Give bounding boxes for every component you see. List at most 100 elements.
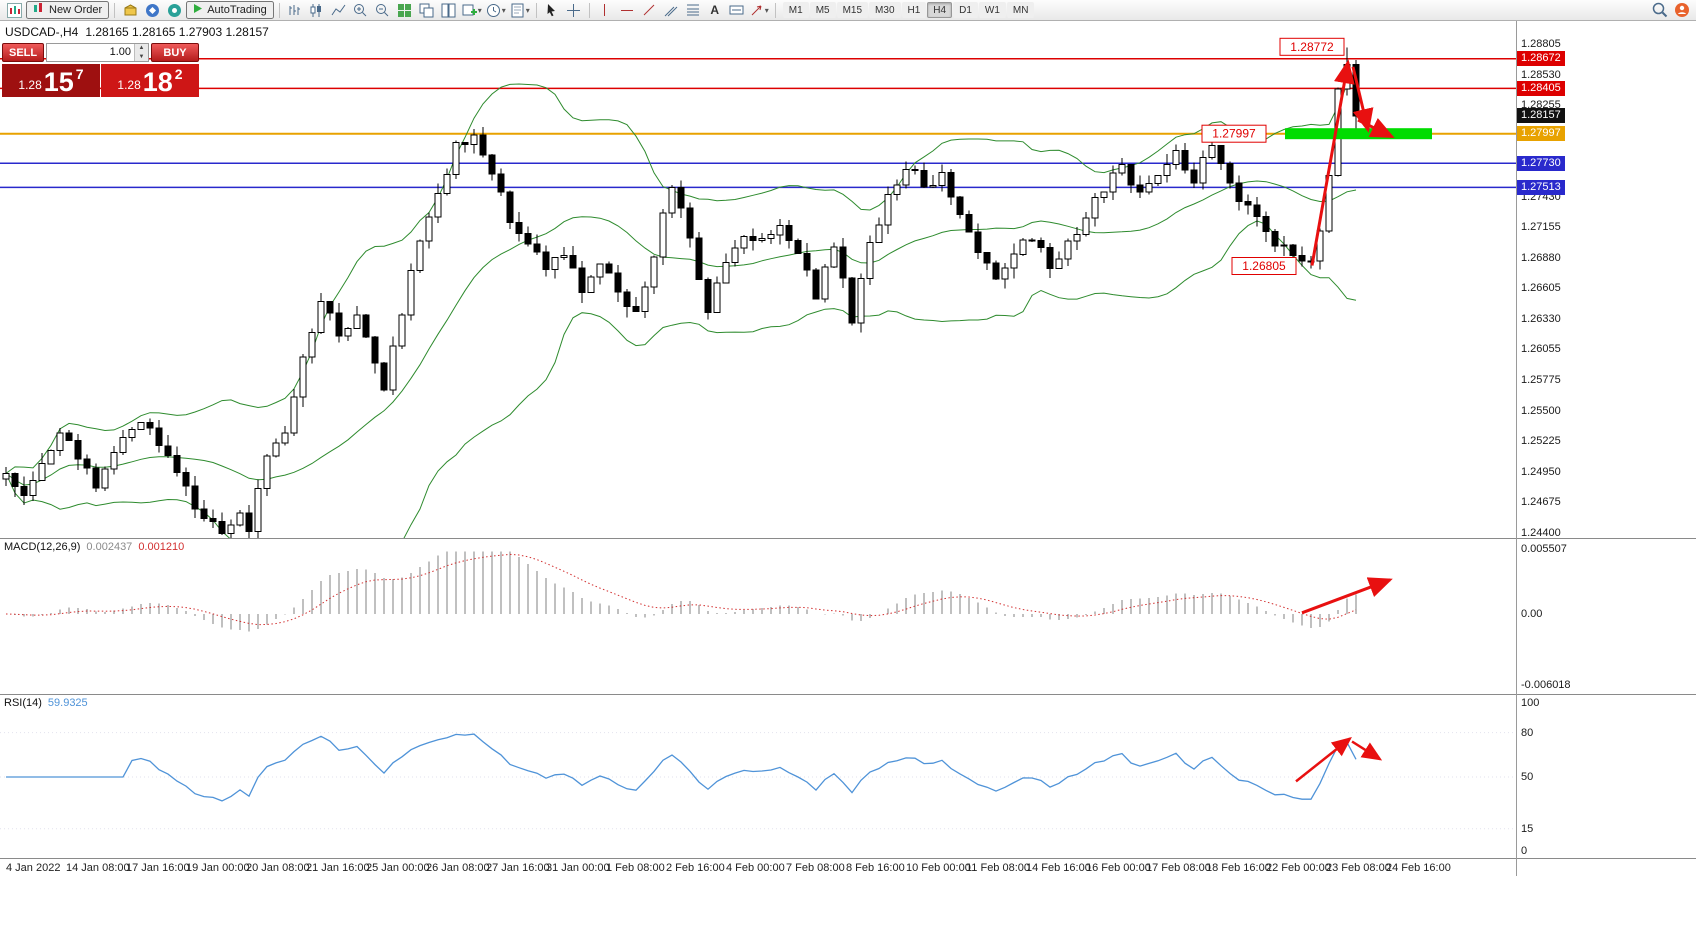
buy-price[interactable]: 1.28 18 2 bbox=[101, 64, 199, 97]
crosshair-icon[interactable] bbox=[564, 1, 584, 19]
zoom-out-icon[interactable] bbox=[373, 1, 393, 19]
rsi-chart[interactable] bbox=[0, 695, 1516, 864]
toolbar: New Order AutoTrading ▾ ▾ ▾ A ▾ M1 M5 M15 M… bbox=[0, 0, 1696, 21]
services-icon[interactable] bbox=[164, 1, 184, 19]
spinner-down-icon[interactable]: ▼ bbox=[135, 52, 148, 61]
rsi-label-row: RSI(14) 59.9325 bbox=[4, 697, 88, 709]
macd-panel: MACD(12,26,9) 0.002437 0.001210 0.005507 0.… bbox=[0, 538, 1696, 694]
macd-chart[interactable] bbox=[0, 539, 1516, 700]
macd-signal-value: 0.001210 bbox=[138, 541, 185, 553]
shapes-icon[interactable]: ▾ bbox=[749, 1, 770, 19]
svg-text:1.28772: 1.28772 bbox=[1290, 40, 1334, 54]
one-click-trading-panel: SELL 1.00 ▲ ▼ BUY 1.28 15 7 1.28 18 2 bbox=[2, 43, 199, 97]
price-tick: 1.26605 bbox=[1521, 282, 1561, 294]
sell-price[interactable]: 1.28 15 7 bbox=[2, 64, 100, 97]
price-tick: 1.24675 bbox=[1521, 496, 1561, 508]
price-tick: 1.28530 bbox=[1521, 69, 1561, 81]
fibonacci-icon[interactable] bbox=[683, 1, 703, 19]
rsi-axis-tick: 50 bbox=[1521, 771, 1534, 783]
price-axis-border bbox=[1516, 21, 1517, 876]
bar-chart-icon[interactable] bbox=[285, 1, 305, 19]
line-chart-icon[interactable] bbox=[329, 1, 349, 19]
time-axis-label: 20 Jan 08:00 bbox=[246, 862, 310, 874]
dropdown-icon: ▾ bbox=[477, 5, 482, 15]
time-axis-label: 24 Feb 16:00 bbox=[1386, 862, 1451, 874]
rsi-value: 59.9325 bbox=[47, 697, 88, 709]
text-tool-label: A bbox=[710, 3, 720, 17]
macd-axis-tick: 0.00 bbox=[1521, 608, 1543, 620]
rsi-axis-tick: 15 bbox=[1521, 823, 1534, 835]
market-icon[interactable] bbox=[120, 1, 140, 19]
price-chart-panel: 1.28772 1.27997 1.26805 USDCAD-,H4 1.28165 … bbox=[0, 21, 1696, 603]
notification-icon[interactable] bbox=[1672, 1, 1692, 19]
time-axis[interactable]: 4 Jan 2022 14 Jan 08:00 17 Jan 16:00 19 Jan… bbox=[0, 858, 1696, 876]
horizontal-line-icon[interactable] bbox=[617, 1, 637, 19]
dropdown-icon: ▾ bbox=[764, 5, 769, 15]
text-tool-icon[interactable]: A bbox=[705, 1, 725, 19]
toolbar-separator bbox=[278, 2, 280, 18]
label-tool-icon[interactable] bbox=[727, 1, 747, 19]
time-axis-label: 17 Feb 08:00 bbox=[1146, 862, 1211, 874]
cursor-icon[interactable] bbox=[542, 1, 562, 19]
dropdown-icon: ▾ bbox=[501, 5, 506, 15]
macd-axis-tick: 0.005507 bbox=[1521, 543, 1567, 555]
search-icon[interactable] bbox=[1650, 1, 1670, 19]
spinner-up-icon[interactable]: ▲ bbox=[135, 44, 148, 53]
timeframe-mn[interactable]: MN bbox=[1006, 2, 1035, 18]
new-order-button[interactable]: New Order bbox=[26, 1, 110, 19]
symbol-info: USDCAD-,H4 1.28165 1.28165 1.27903 1.2815… bbox=[5, 25, 276, 39]
arrange-windows-icon[interactable] bbox=[439, 1, 459, 19]
timeframe-d1[interactable]: D1 bbox=[953, 2, 978, 18]
price-tick: 1.26880 bbox=[1521, 252, 1561, 264]
time-axis-label: 11 Feb 08:00 bbox=[966, 862, 1031, 874]
symbol-period-label: USDCAD-,H4 bbox=[5, 25, 79, 39]
trendline-icon[interactable] bbox=[639, 1, 659, 19]
channel-icon[interactable] bbox=[661, 1, 681, 19]
volume-input[interactable]: 1.00 ▲ ▼ bbox=[46, 43, 149, 62]
buy-button[interactable]: BUY bbox=[151, 43, 199, 62]
vertical-line-icon[interactable] bbox=[595, 1, 615, 19]
sell-button[interactable]: SELL bbox=[2, 43, 45, 62]
price-tick: 1.28805 bbox=[1521, 38, 1561, 50]
time-axis-label: 27 Jan 16:00 bbox=[486, 862, 550, 874]
candlestick-chart-icon[interactable] bbox=[307, 1, 327, 19]
timeframe-m30[interactable]: M30 bbox=[869, 2, 901, 18]
macd-name: MACD(12,26,9) bbox=[4, 541, 81, 553]
timeframe-m5[interactable]: M5 bbox=[809, 2, 836, 18]
autotrading-button[interactable]: AutoTrading bbox=[186, 1, 274, 19]
period-clock-icon[interactable]: ▾ bbox=[485, 1, 507, 19]
price-tick: 1.24950 bbox=[1521, 466, 1561, 478]
tile-windows-icon[interactable] bbox=[395, 1, 415, 19]
timeframe-bar: M1 M5 M15 M30 H1 H4 D1 W1 MN bbox=[782, 2, 1035, 18]
autotrading-play-icon bbox=[193, 3, 203, 17]
time-axis-label: 14 Jan 08:00 bbox=[66, 862, 130, 874]
zoom-in-icon[interactable] bbox=[351, 1, 371, 19]
add-indicator-icon[interactable]: ▾ bbox=[461, 1, 483, 19]
price-level-badge: 1.28672 bbox=[1517, 51, 1565, 66]
rsi-panel: RSI(14) 59.9325 100 80 50 15 0 bbox=[0, 694, 1696, 858]
sell-price-big-figure: 1.28 bbox=[18, 78, 42, 92]
price-tick: 1.27155 bbox=[1521, 221, 1561, 233]
volume-value[interactable]: 1.00 bbox=[109, 46, 131, 58]
price-level-badge: 1.27997 bbox=[1517, 126, 1565, 141]
cascade-windows-icon[interactable] bbox=[417, 1, 437, 19]
price-level-badge: 1.28405 bbox=[1517, 81, 1565, 96]
metaeditor-icon[interactable] bbox=[142, 1, 162, 19]
rsi-axis-tick: 100 bbox=[1521, 697, 1540, 709]
volume-spinner[interactable]: ▲ ▼ bbox=[134, 44, 148, 61]
new-order-icon bbox=[33, 2, 45, 18]
timeframe-w1[interactable]: W1 bbox=[978, 2, 1006, 18]
price-level-badge: 1.27730 bbox=[1517, 156, 1565, 171]
timeframe-h1[interactable]: H1 bbox=[901, 2, 927, 18]
toolbar-separator bbox=[535, 2, 537, 18]
price-chart[interactable]: 1.28772 1.27997 1.26805 bbox=[0, 21, 1516, 603]
template-icon[interactable]: ▾ bbox=[509, 1, 531, 19]
time-axis-label: 7 Feb 08:00 bbox=[786, 862, 845, 874]
time-axis-label: 8 Feb 16:00 bbox=[846, 862, 905, 874]
timeframe-m1[interactable]: M1 bbox=[782, 2, 809, 18]
time-axis-label: 18 Feb 16:00 bbox=[1206, 862, 1271, 874]
dropdown-icon: ▾ bbox=[525, 5, 530, 15]
timeframe-h4[interactable]: H4 bbox=[927, 2, 953, 18]
timeframe-m15[interactable]: M15 bbox=[836, 2, 869, 18]
toolbar-separator bbox=[774, 2, 776, 18]
